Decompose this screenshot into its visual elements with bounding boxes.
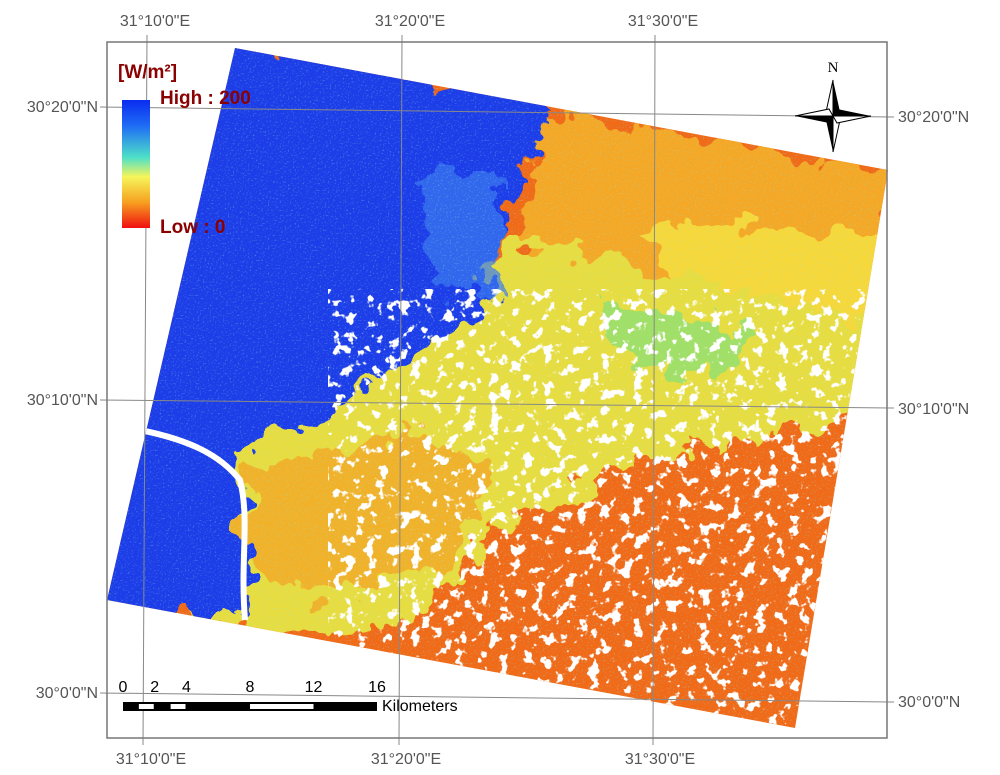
scale-bar-segment <box>170 704 186 709</box>
left-coord-label: 30°0'0"N <box>36 685 98 702</box>
left-coord-label: 30°10'0"N <box>27 392 98 409</box>
right-coord-label: 30°10'0"N <box>898 401 969 418</box>
legend-low: Low : 0 <box>160 217 225 238</box>
scale-tick-label: 12 <box>305 679 323 696</box>
top-coord-label: 31°10'0"E <box>120 13 190 30</box>
scale-unit: Kilometers <box>382 698 458 715</box>
scale-tick-label: 2 <box>150 679 159 696</box>
scale-tick-label: 8 <box>246 679 255 696</box>
raster <box>107 48 888 728</box>
bottom-coord-label: 31°20'0"E <box>371 751 441 768</box>
scale-tick-label: 16 <box>368 679 386 696</box>
legend-high: High : 200 <box>160 88 251 109</box>
north-label: N <box>828 60 839 76</box>
top-coord-label: 31°20'0"E <box>375 13 445 30</box>
scale-tick-label: 4 <box>182 679 191 696</box>
right-coord-label: 30°20'0"N <box>898 109 969 126</box>
scale-tick-label: 0 <box>119 679 128 696</box>
right-coord-label: 30°0'0"N <box>898 694 960 711</box>
legend-title: [W/m²] <box>118 62 177 83</box>
bottom-coord-label: 31°30'0"E <box>625 751 695 768</box>
bottom-coord-label: 31°10'0"E <box>116 751 186 768</box>
scale-bar-segment <box>138 704 154 709</box>
scale-bar-segment <box>250 704 314 709</box>
left-coord-label: 30°20'0"N <box>27 99 98 116</box>
north-arrow: N <box>794 60 872 153</box>
map-frame <box>106 41 888 739</box>
top-coord-label: 31°30'0"E <box>628 13 698 30</box>
scale-bar: 0 2 4 8 12 16 Kilometers <box>119 679 458 715</box>
legend-ramp <box>122 100 150 228</box>
